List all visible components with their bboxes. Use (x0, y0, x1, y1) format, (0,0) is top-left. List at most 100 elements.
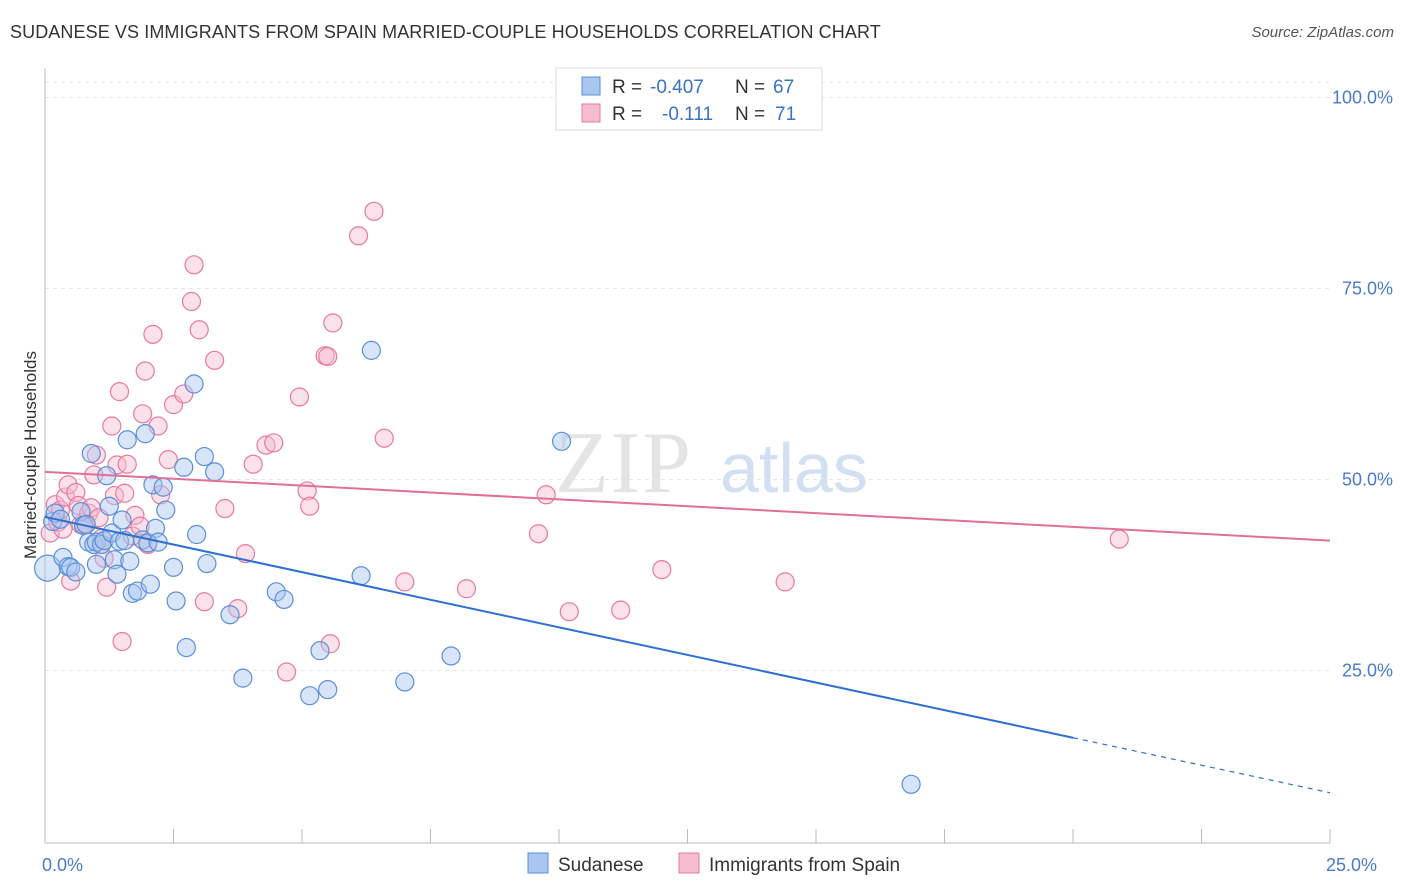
watermark: ZIP atlas (555, 415, 868, 512)
y-tick-label: 75.0% (1342, 279, 1393, 299)
series-legend: Sudanese Immigrants from Spain (527, 852, 900, 876)
sudanese-point (166, 591, 186, 611)
sudanese-point (233, 668, 253, 688)
sudanese-point (351, 566, 371, 586)
trend-line-sudanese-extension (1072, 737, 1331, 794)
spain-point (205, 350, 225, 370)
spain-point (102, 416, 122, 436)
spain-point (276, 662, 297, 682)
sudanese-point (174, 457, 194, 477)
spain-point (1109, 529, 1129, 549)
y-tick-label: 100.0% (1332, 88, 1393, 108)
y-tick-label: 50.0% (1342, 470, 1393, 490)
spain-point (536, 485, 556, 505)
spain-point (125, 505, 145, 526)
sudanese-point (84, 534, 104, 555)
series-legend-swatch-sudanese (527, 852, 549, 874)
sudanese-point (153, 477, 173, 497)
spain-point (528, 524, 549, 544)
sudanese-point (197, 553, 217, 574)
spain-point (775, 572, 795, 592)
stats-legend-r-label-1: R = (612, 77, 647, 98)
stats-legend-n-label-2: N = (735, 104, 770, 125)
spain-point (559, 602, 579, 622)
spain-point (374, 428, 394, 448)
sudanese-point (99, 496, 119, 516)
spain-point (115, 483, 135, 503)
sudanese-point (194, 446, 214, 467)
chart-title: SUDANESE VS IMMIGRANTS FROM SPAIN MARRIE… (10, 22, 881, 42)
sudanese-point (66, 562, 86, 582)
sudanese-point (86, 554, 107, 574)
sudanese-point (53, 547, 73, 568)
spain-point (228, 599, 248, 619)
spain-point (151, 485, 171, 505)
trend-line-sudanese (44, 515, 1074, 739)
stats-legend-n-value-1: 67 (773, 77, 794, 98)
stats-legend-n-label-1: N = (735, 77, 770, 98)
spain-point (117, 454, 137, 474)
spain-point (135, 361, 155, 381)
spain-point (158, 450, 178, 470)
x-tick-label-max: 25.0% (1326, 855, 1377, 875)
spain-point (58, 475, 78, 495)
sudanese-point (163, 557, 184, 577)
spain-point (109, 382, 130, 402)
sudanese-point (274, 589, 294, 610)
series-sudanese-points (33, 340, 921, 794)
sudanese-point (94, 531, 114, 551)
spain-point (348, 226, 369, 246)
sudanese-point (184, 374, 204, 394)
spain-point (243, 454, 263, 474)
sudanese-point (176, 637, 196, 658)
y-axis-label: Married-couple Households (21, 351, 40, 559)
spain-point (184, 255, 204, 275)
sudanese-point (104, 550, 124, 570)
sudanese-point (318, 679, 338, 700)
stats-legend-n-value-2: 71 (775, 104, 796, 125)
trend-lines (44, 470, 1331, 794)
sudanese-point (112, 510, 132, 530)
spain-point (323, 313, 343, 333)
spain-point (364, 201, 384, 221)
source-label: Source: ZipAtlas.com (1251, 24, 1394, 41)
spain-point (256, 435, 276, 455)
spain-point (40, 523, 60, 543)
spain-point (181, 291, 202, 312)
sudanese-point (441, 646, 461, 666)
spain-point (189, 320, 209, 340)
series-legend-swatch-spain (678, 852, 700, 874)
stats-legend-r-label-2: R = (612, 104, 647, 125)
gridlines (45, 81, 1330, 671)
stats-legend-r-value-1: -0.407 (650, 77, 704, 98)
sudanese-point (310, 641, 330, 661)
sudanese-point (395, 672, 415, 692)
series-legend-label-sudanese: Sudanese (558, 855, 644, 876)
spain-point (97, 577, 117, 597)
sudanese-point (220, 605, 240, 625)
x-tick-label-min: 0.0% (42, 855, 83, 875)
sudanese-point (140, 574, 160, 594)
sudanese-point (300, 686, 320, 706)
spain-point (264, 433, 284, 453)
sudanese-point (120, 551, 140, 571)
spain-point (300, 496, 320, 516)
stats-legend-swatch-spain (581, 103, 601, 123)
y-tick-label: 25.0% (1342, 661, 1393, 681)
sudanese-point (107, 564, 127, 584)
spain-point (143, 324, 163, 344)
spain-point (174, 384, 194, 404)
sudanese-point (135, 424, 155, 444)
sudanese-point (156, 500, 176, 520)
spain-point (61, 571, 81, 591)
spain-point (79, 503, 99, 523)
spain-point (133, 404, 153, 424)
spain-point (611, 600, 631, 620)
sudanese-point (33, 554, 62, 582)
spain-point (194, 592, 214, 612)
sudanese-point (901, 774, 921, 794)
stats-legend: R = -0.407 N = 67 R = -0.111 N = 71 (555, 67, 823, 131)
series-legend-label-spain: Immigrants from Spain (709, 855, 900, 876)
spain-point (112, 631, 132, 652)
spain-point (456, 579, 477, 599)
